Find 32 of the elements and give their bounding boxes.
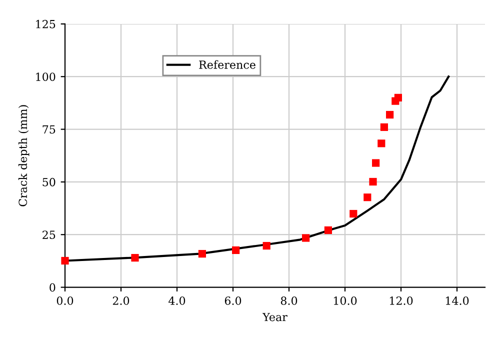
y-tick-label: 25 [42,230,56,239]
point [378,140,386,148]
x-axis-title: Year [262,312,288,322]
point [262,242,270,250]
y-axis-title: Crack depth (mm) [18,105,30,206]
point [232,246,240,254]
point [394,94,402,102]
point [372,159,380,167]
y-tick-label: 0 [50,283,56,292]
point [386,110,394,119]
x-tick-label: 2.0 [112,296,130,305]
point [350,210,358,218]
point [302,234,310,242]
x-tick-label: 12.0 [390,296,413,305]
y-tick-label: 50 [42,178,56,186]
x-tick-label: 4.0 [168,296,186,305]
point [324,226,332,234]
y-tick-label: 75 [42,125,56,134]
x-tick-label: 8.0 [280,296,298,305]
y-tick-label: 125 [36,20,56,28]
point [369,178,377,186]
x-tick-label: 14.0 [446,296,469,305]
x-tick-label: 0.0 [56,296,74,305]
point [198,250,206,258]
legend-label: Reference [199,60,256,69]
point [364,194,372,202]
x-tick-label: 6.0 [224,296,242,305]
point [131,254,139,262]
point [61,256,69,265]
point [380,123,388,131]
y-tick-label: 100 [36,72,56,81]
x-tick-label: 10.0 [334,296,357,305]
